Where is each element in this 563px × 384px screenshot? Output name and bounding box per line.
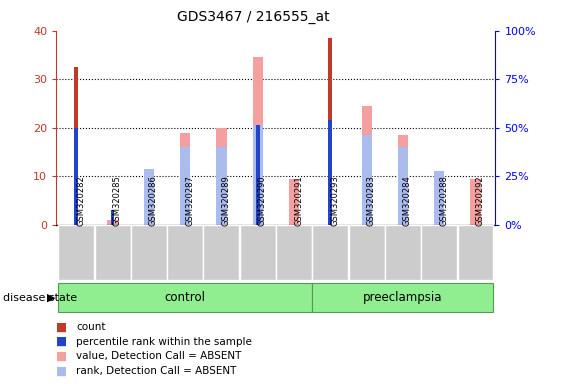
Text: GSM320287: GSM320287 bbox=[185, 175, 194, 226]
FancyBboxPatch shape bbox=[95, 225, 131, 280]
Text: ▶: ▶ bbox=[47, 293, 55, 303]
Bar bbox=[471, 179, 481, 225]
Text: GSM320293: GSM320293 bbox=[330, 175, 339, 226]
Bar bbox=[361, 135, 372, 225]
FancyBboxPatch shape bbox=[131, 225, 167, 280]
Text: ■: ■ bbox=[56, 364, 68, 377]
Bar bbox=[256, 125, 260, 225]
Text: GSM320290: GSM320290 bbox=[258, 176, 267, 226]
FancyBboxPatch shape bbox=[240, 225, 276, 280]
Bar bbox=[434, 176, 444, 225]
Bar bbox=[253, 57, 263, 225]
Text: GSM320292: GSM320292 bbox=[476, 176, 485, 226]
Bar bbox=[74, 128, 78, 225]
Text: control: control bbox=[164, 291, 205, 304]
Text: GSM320285: GSM320285 bbox=[113, 175, 122, 226]
FancyBboxPatch shape bbox=[312, 225, 348, 280]
Bar bbox=[398, 147, 408, 225]
Text: ■: ■ bbox=[56, 335, 68, 348]
Bar bbox=[74, 67, 78, 225]
FancyBboxPatch shape bbox=[167, 225, 203, 280]
FancyBboxPatch shape bbox=[458, 225, 493, 280]
FancyBboxPatch shape bbox=[312, 283, 493, 312]
Bar bbox=[180, 147, 190, 225]
Text: rank, Detection Call = ABSENT: rank, Detection Call = ABSENT bbox=[76, 366, 236, 376]
Text: GDS3467 / 216555_at: GDS3467 / 216555_at bbox=[177, 10, 330, 23]
Bar bbox=[253, 125, 263, 225]
Bar bbox=[434, 171, 444, 225]
Bar bbox=[216, 147, 226, 225]
FancyBboxPatch shape bbox=[203, 225, 239, 280]
Bar bbox=[289, 179, 299, 225]
Text: GSM320282: GSM320282 bbox=[76, 175, 85, 226]
Bar bbox=[111, 220, 114, 225]
Bar bbox=[361, 106, 372, 225]
FancyBboxPatch shape bbox=[348, 225, 385, 280]
Bar bbox=[108, 220, 118, 225]
Bar bbox=[328, 121, 332, 225]
Bar bbox=[144, 176, 154, 225]
FancyBboxPatch shape bbox=[421, 225, 457, 280]
Text: GSM320289: GSM320289 bbox=[221, 175, 230, 226]
Bar bbox=[398, 135, 408, 225]
Text: GSM320283: GSM320283 bbox=[367, 175, 376, 226]
Text: GSM320284: GSM320284 bbox=[403, 175, 412, 226]
Text: ■: ■ bbox=[56, 350, 68, 363]
Text: GSM320291: GSM320291 bbox=[294, 176, 303, 226]
FancyBboxPatch shape bbox=[59, 225, 94, 280]
Bar bbox=[111, 210, 114, 225]
Text: percentile rank within the sample: percentile rank within the sample bbox=[76, 337, 252, 347]
Text: disease state: disease state bbox=[3, 293, 77, 303]
Text: count: count bbox=[76, 322, 105, 332]
Text: preeclampsia: preeclampsia bbox=[363, 291, 443, 304]
Bar bbox=[144, 169, 154, 225]
Bar bbox=[216, 128, 226, 225]
Text: ■: ■ bbox=[56, 321, 68, 334]
FancyBboxPatch shape bbox=[385, 225, 421, 280]
FancyBboxPatch shape bbox=[59, 283, 312, 312]
FancyBboxPatch shape bbox=[276, 225, 312, 280]
Text: GSM320288: GSM320288 bbox=[439, 175, 448, 226]
Text: value, Detection Call = ABSENT: value, Detection Call = ABSENT bbox=[76, 351, 242, 361]
Bar bbox=[328, 38, 332, 225]
Bar bbox=[180, 132, 190, 225]
Text: GSM320286: GSM320286 bbox=[149, 175, 158, 226]
